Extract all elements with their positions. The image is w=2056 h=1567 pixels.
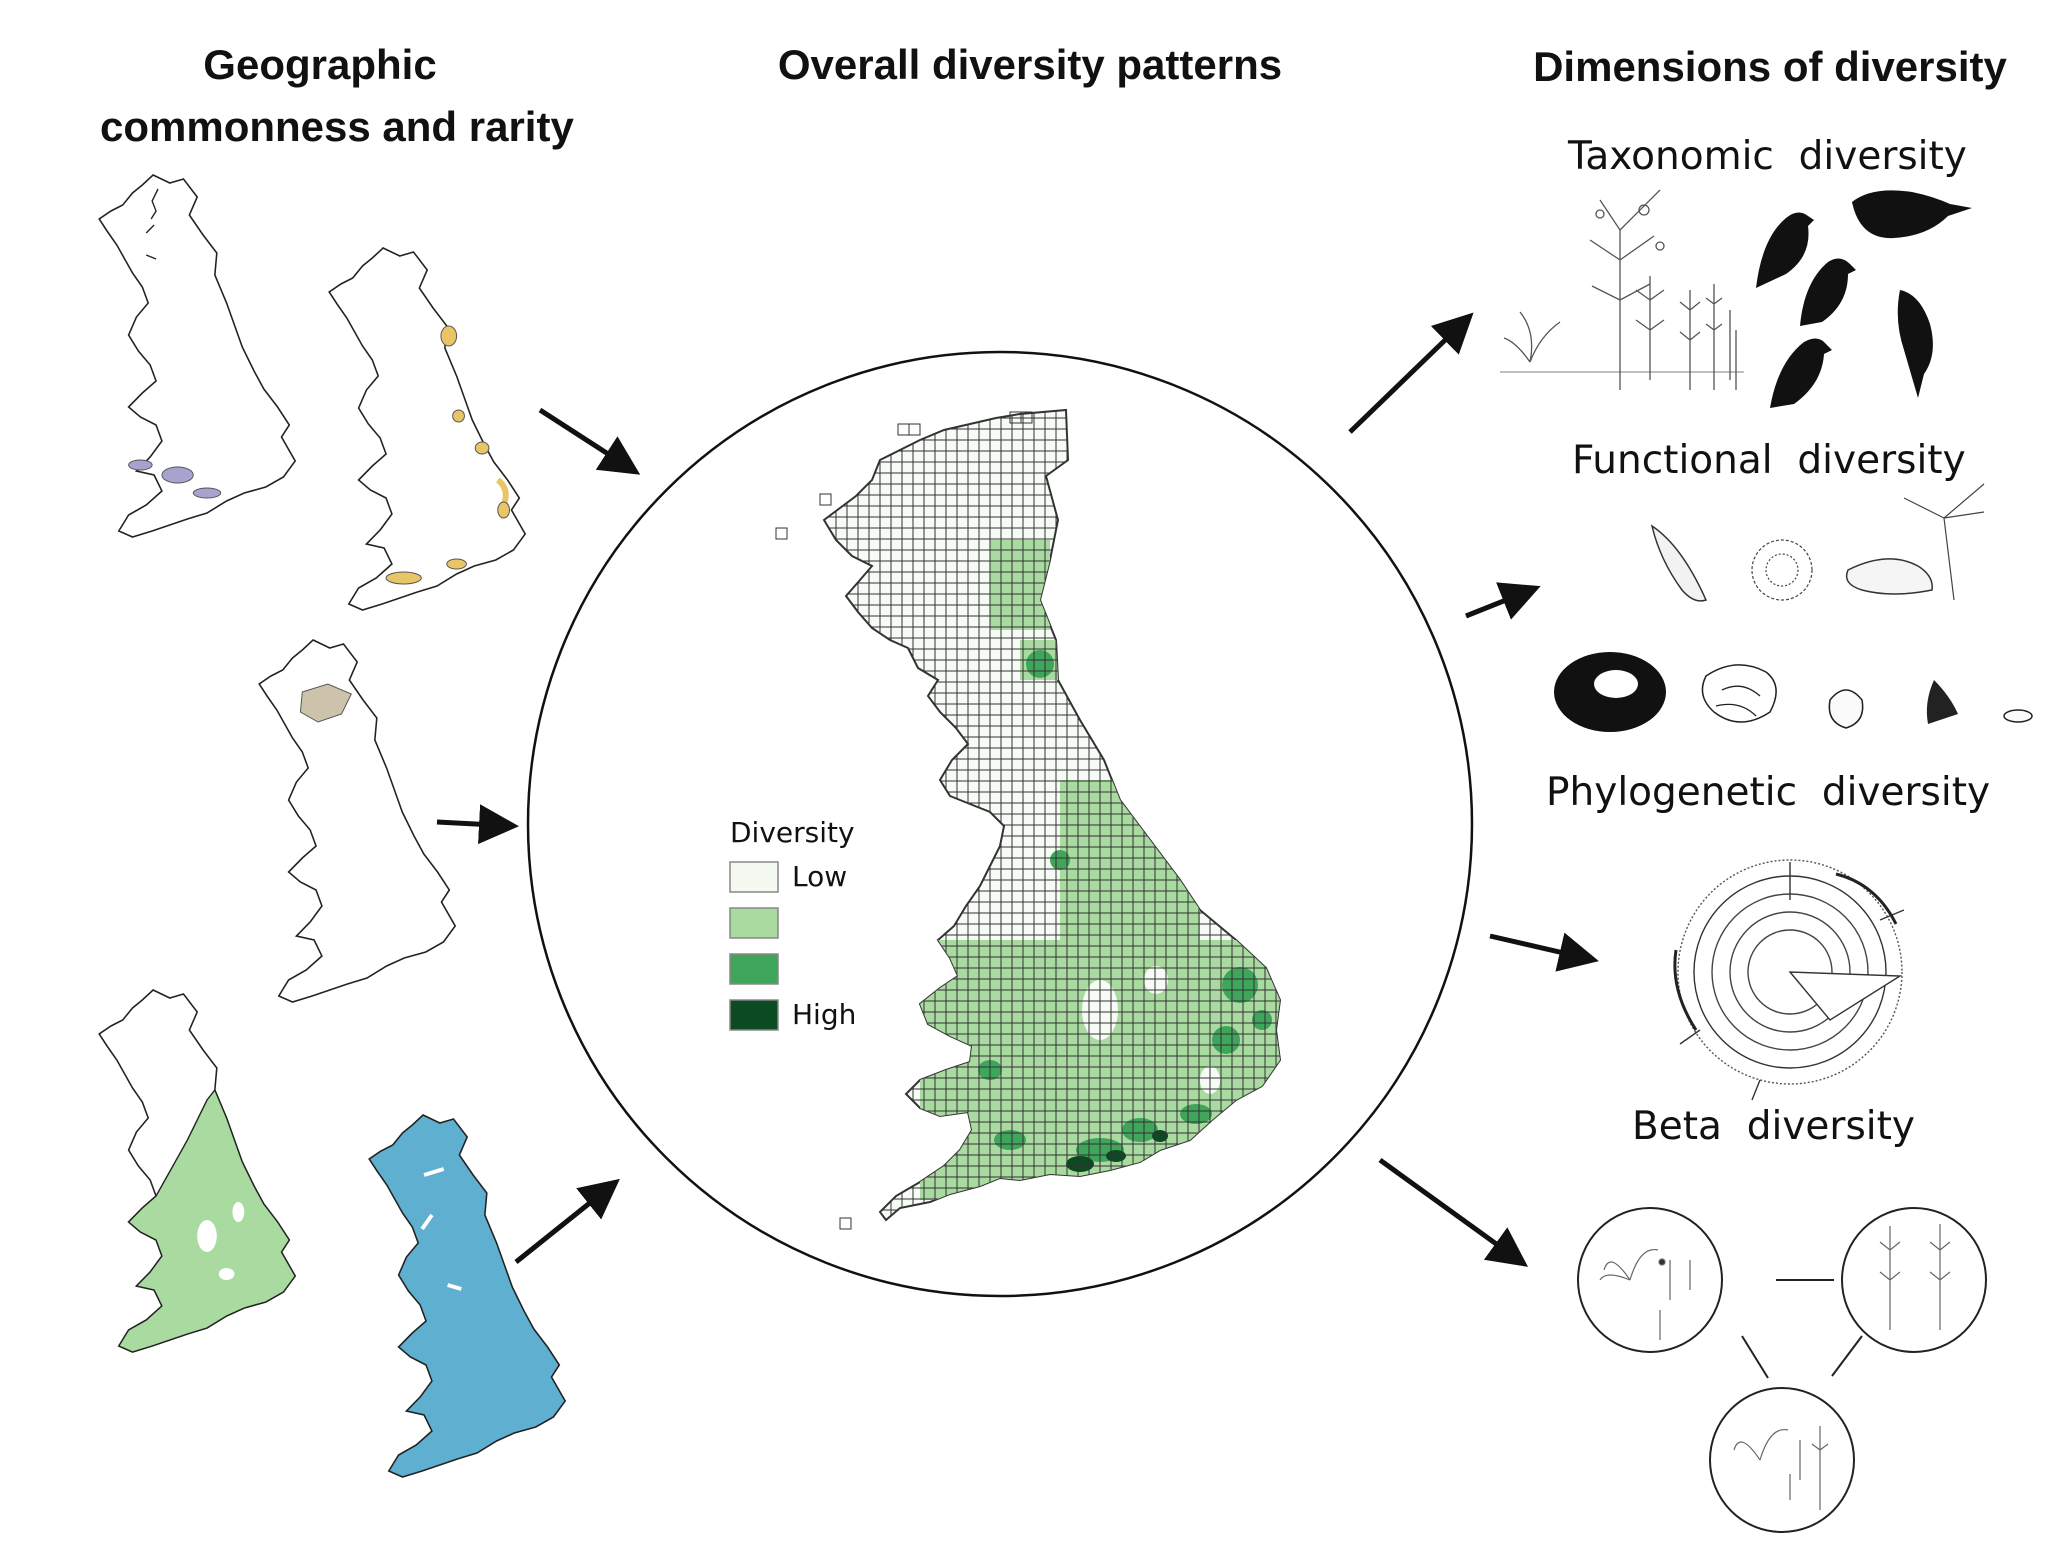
map-outline-yellow-region	[328, 247, 527, 611]
taxonomic-suffix: diversity	[1798, 134, 1967, 179]
arrow-to-taxonomic	[1348, 312, 1474, 434]
legend-swatch-2	[729, 907, 779, 939]
legend-label-high: High	[792, 998, 857, 1031]
label-taxonomic-diversity: Taxonomic diversity	[1568, 134, 1967, 180]
phylogenetic-tree-icon	[1673, 859, 1905, 1101]
phylogenetic-suffix: diversity	[1821, 770, 1991, 815]
heading-commonness-rarity: commonness and rarity	[100, 103, 574, 150]
map-outline-green-widespread	[98, 989, 297, 1353]
heading-overall-patterns: Overall diversity patterns	[777, 41, 1283, 88]
plant-drawings-icon	[1500, 189, 1744, 390]
arrow-middle-left	[436, 804, 519, 845]
legend-title: Diversity	[730, 816, 855, 849]
beta-plant-sketches-icon	[1599, 1224, 1951, 1510]
beta-site-3	[1709, 1387, 1855, 1533]
beta-word: Beta	[1632, 1104, 1722, 1149]
arrow-bottom-left	[514, 1178, 620, 1264]
map-outline-tan-region	[258, 639, 457, 1003]
beta-site-1	[1577, 1207, 1723, 1353]
legend-swatches	[729, 861, 779, 1031]
legend-swatch-3	[729, 953, 779, 985]
phylogenetic-word: Phylogenetic	[1546, 770, 1798, 815]
label-beta-diversity: Beta diversity	[1632, 1104, 1915, 1150]
arrow-to-beta	[1378, 1157, 1529, 1267]
taxonomic-word: Taxonomic	[1568, 134, 1774, 179]
arrow-to-phylogenetic	[1489, 932, 1599, 972]
arrow-to-functional	[1465, 582, 1541, 620]
map-outline-purple-region	[98, 174, 297, 538]
beta-diversity-network	[1577, 1207, 1987, 1533]
arrow-top-left	[538, 407, 641, 475]
functional-suffix: diversity	[1797, 438, 1966, 483]
legend-swatch-low	[729, 861, 779, 893]
heading-geographic: Geographic	[203, 41, 437, 88]
legend-swatch-high	[729, 999, 779, 1031]
label-phylogenetic-diversity: Phylogenetic diversity	[1546, 770, 1990, 816]
bird-silhouettes-icon	[1756, 190, 1972, 408]
heading-dimensions: Dimensions of diversity	[1533, 43, 2007, 90]
seed-drawings-icon	[1554, 483, 2033, 732]
beta-site-2	[1841, 1207, 1987, 1353]
functional-word: Functional	[1572, 438, 1773, 483]
legend-label-low: Low	[792, 860, 848, 893]
label-functional-diversity: Functional diversity	[1572, 438, 1966, 484]
map-outline-blue-widespread	[368, 1114, 567, 1478]
beta-suffix: diversity	[1746, 1104, 1915, 1149]
